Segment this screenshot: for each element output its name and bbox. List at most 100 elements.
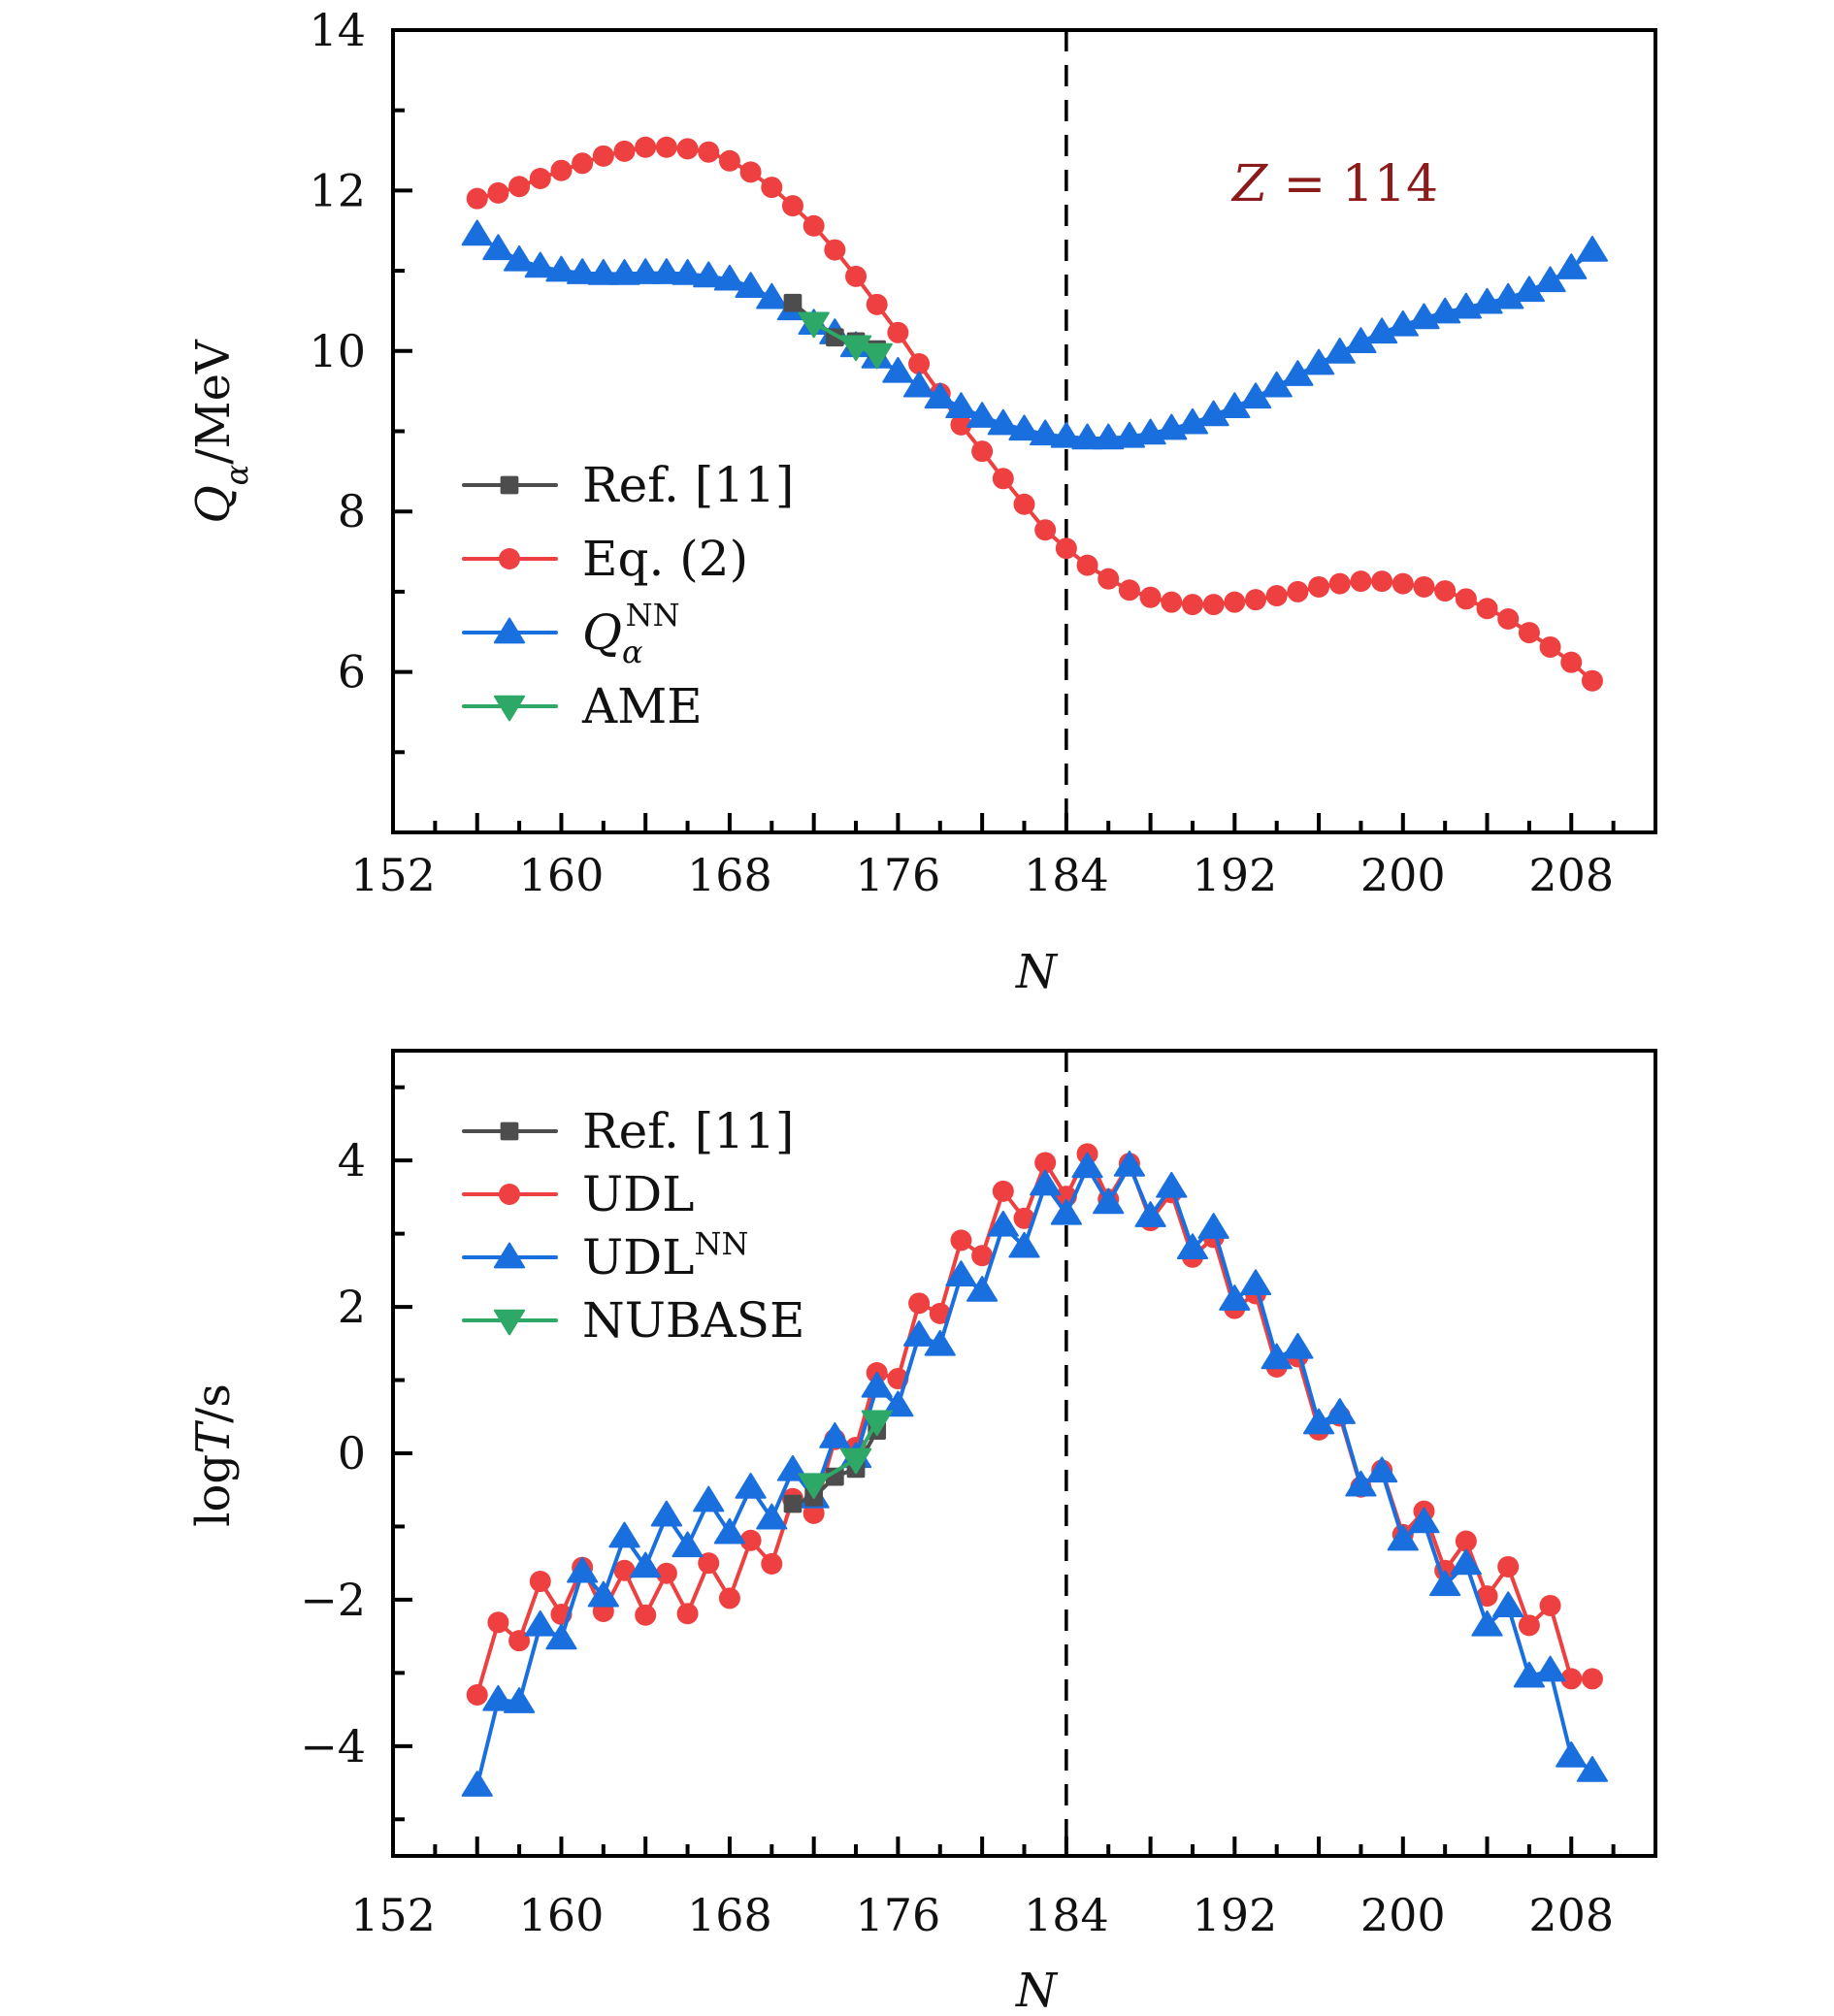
eq-2-point: [1118, 579, 1140, 602]
udl-point: [1034, 1152, 1057, 1174]
eq-2-point: [1287, 580, 1309, 602]
x-tick-label: 200: [1360, 849, 1446, 901]
q-nn-point: [524, 251, 556, 278]
q-nn-point: [1492, 282, 1524, 309]
udl-point: [1013, 1207, 1035, 1229]
eq-2-point: [1139, 586, 1162, 608]
udl-nn-point: [1071, 1152, 1103, 1179]
eq-2-point: [1161, 591, 1183, 613]
nubase-point: [839, 1447, 872, 1475]
udl-point: [1539, 1594, 1561, 1616]
eq-2-point: [1265, 585, 1288, 607]
udl-point: [929, 1302, 951, 1324]
udl-point: [508, 1630, 531, 1652]
eq-2-point: [613, 140, 636, 162]
x-tick-label: 168: [687, 1889, 772, 1941]
legend-label: NUBASE: [582, 1292, 805, 1349]
q-nn-point: [650, 258, 683, 284]
q-nn-point: [924, 382, 956, 409]
ame-point: [839, 335, 872, 362]
udl-nn-point: [945, 1260, 977, 1286]
eq-2-point: [1224, 591, 1246, 613]
eq-2-point: [529, 167, 551, 189]
ref-11-point: [783, 1494, 802, 1513]
udl-nn-point: [1345, 1470, 1377, 1497]
eq-2-point: [1076, 554, 1098, 576]
legend-marker: [499, 1184, 520, 1205]
eq-2-point: [845, 265, 868, 287]
eq-2-point: [1560, 651, 1583, 673]
q-nn-point: [1576, 235, 1609, 262]
legend-label: QαNN: [582, 597, 680, 670]
nubase-point: [798, 1473, 830, 1500]
eq-2-point: [1034, 519, 1057, 541]
udl-nn-point: [902, 1320, 935, 1347]
udl-point: [698, 1552, 720, 1575]
top-y-title-unit: /MeV: [186, 339, 241, 465]
udl-point: [529, 1571, 551, 1593]
udl-point: [613, 1559, 636, 1581]
udl-point: [908, 1292, 931, 1315]
udl-point: [1518, 1614, 1540, 1637]
x-tick-label: 208: [1528, 849, 1614, 901]
x-tick-label: 160: [519, 849, 605, 901]
udl-point: [466, 1684, 488, 1706]
legend-label: Eq. (2): [582, 531, 748, 587]
udl-nn-point: [1365, 1456, 1398, 1483]
ref-11-point: [783, 293, 802, 312]
udl-point: [1497, 1555, 1520, 1577]
udl-nn-point: [693, 1485, 725, 1512]
top-x-axis-title: N: [1015, 945, 1059, 999]
eq-2-point: [781, 195, 803, 217]
q-nn-point: [902, 371, 935, 398]
x-tick-label: 184: [1024, 849, 1109, 901]
udl-nn-point: [1534, 1655, 1566, 1682]
eq-2-point: [550, 159, 573, 181]
nubase-point: [861, 1410, 893, 1437]
legend-item-ame: AME: [462, 678, 703, 734]
eq-2-point: [1013, 493, 1035, 515]
bottom-axes: 152 160 168 176 184 192 200 208 −4 −2 0 2 4: [300, 1085, 1616, 1941]
q-nn-point: [1176, 407, 1209, 435]
x-tick-label: 208: [1528, 1889, 1614, 1941]
udl-nn-point: [1093, 1187, 1125, 1215]
top-axes: 152 160 168 176 184 192 200 208 6 8 10 12 14: [309, 4, 1616, 901]
udl-nn-point: [1282, 1332, 1314, 1359]
legend-marker: [500, 475, 519, 495]
x-tick-label: 192: [1192, 849, 1277, 901]
udl-nn-point: [1176, 1233, 1209, 1260]
series-eq-2: [466, 136, 1603, 692]
legend-item-udl: UDL: [462, 1166, 694, 1222]
q-nn-point: [1093, 423, 1125, 450]
eq-2-point: [508, 176, 531, 198]
udl-nn-point: [1492, 1591, 1524, 1618]
x-tick-label: 176: [855, 849, 940, 901]
eq-2-point: [1181, 594, 1203, 616]
legend-label-sub: α: [622, 634, 643, 670]
z-annotation: Z = 114: [1230, 155, 1438, 213]
udl-nn-point: [1050, 1198, 1082, 1225]
udl-nn-point: [1408, 1507, 1440, 1534]
legend-item-nubase: NUBASE: [462, 1292, 805, 1349]
series-udl: [466, 1143, 1603, 1706]
series-ref-11: [783, 1421, 887, 1513]
q-nn-point: [461, 219, 493, 246]
udl-nn-point: [503, 1687, 536, 1713]
y-tick-label: −4: [300, 1720, 366, 1772]
q-nn-point: [1050, 421, 1082, 448]
bottom-y-title-t: T: [186, 1420, 241, 1454]
legend-label: UDLNN: [582, 1225, 748, 1285]
legend-label: AME: [581, 678, 703, 734]
udl-nn-point: [1156, 1171, 1188, 1198]
q-nn-point: [987, 408, 1019, 436]
eq-2-point: [1202, 594, 1225, 616]
x-tick-label: 160: [519, 1889, 605, 1941]
q-nn-point: [882, 356, 914, 383]
series-ame: [798, 311, 893, 370]
eq-2-point: [592, 145, 614, 167]
udl-nn-point: [608, 1521, 640, 1548]
udl-point: [739, 1529, 762, 1551]
udl-nn-point: [713, 1517, 746, 1545]
udl-nn-point: [924, 1329, 956, 1356]
legend-marker: [493, 695, 526, 722]
